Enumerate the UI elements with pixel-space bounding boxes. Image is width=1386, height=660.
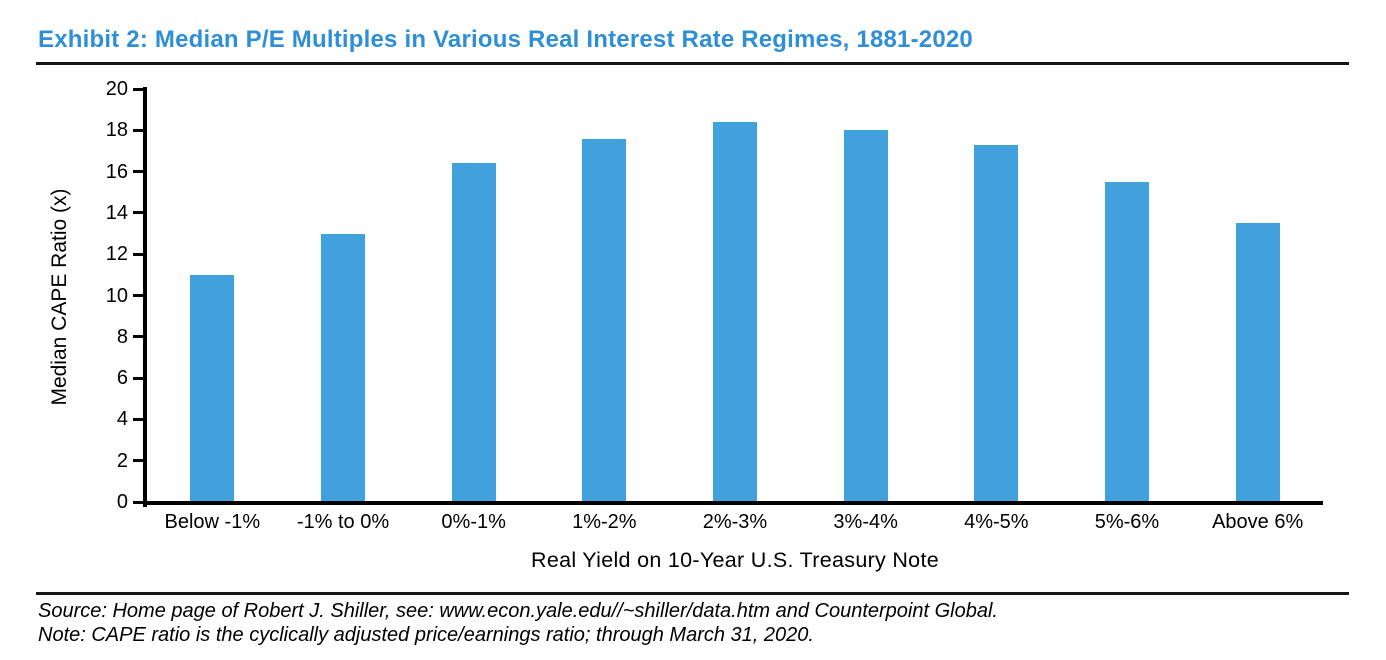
y-tick-mark (133, 335, 144, 339)
x-tick-label: 1%-2% (572, 511, 637, 533)
source-note: Source: Home page of Robert J. Shiller, … (38, 600, 998, 622)
bar-Below -1% (190, 274, 235, 502)
x-axis-title: Real Yield on 10-Year U.S. Treasury Note (531, 548, 939, 572)
y-tick-mark (133, 376, 144, 380)
bar--1% to 0% (321, 233, 365, 502)
y-tick-mark (133, 211, 144, 215)
y-tick-label: 0 (116, 491, 128, 513)
x-tick-label: Below -1% (164, 511, 261, 533)
x-tick-label: 0%-1% (441, 511, 506, 533)
y-tick-mark (133, 417, 144, 421)
bar-0%-1% (451, 163, 496, 502)
y-tick-label: 12 (105, 243, 128, 266)
y-tick-label: 20 (105, 78, 128, 100)
x-tick-label: 3%-4% (833, 511, 898, 533)
bar-5%-6% (1105, 181, 1149, 502)
y-tick-label: 8 (116, 325, 128, 348)
y-tick-label: 4 (116, 408, 128, 431)
chart-title: Exhibit 2: Median P/E Multiples in Vario… (38, 26, 973, 53)
x-tick-label: Above 6% (1212, 511, 1304, 533)
x-tick-label: 2%-3% (702, 511, 768, 533)
cape-note: Note: CAPE ratio is the cyclically adjus… (38, 624, 814, 646)
y-tick-label: 2 (116, 449, 128, 472)
y-axis-title: Median CAPE Ratio (x) (48, 188, 71, 406)
bar-4%-5% (974, 144, 1019, 502)
y-tick-mark (133, 170, 144, 174)
footer-divider-line (36, 592, 1349, 595)
y-tick-mark (133, 128, 144, 132)
x-tick-label: 5%-6% (1094, 511, 1160, 533)
bar-3%-4% (843, 130, 888, 502)
x-tick-label: -1% to 0% (296, 511, 390, 533)
y-tick-label: 10 (105, 284, 128, 307)
x-tick-label: 4%-5% (964, 511, 1029, 533)
bar-Above 6% (1235, 223, 1280, 502)
y-tick-label: 14 (105, 201, 128, 224)
title-divider-line (36, 62, 1349, 65)
y-tick-label: 16 (105, 160, 128, 183)
y-axis-line (143, 87, 147, 507)
bar-1%-2% (582, 138, 627, 502)
y-tick-mark (133, 459, 144, 463)
y-tick-label: 6 (116, 367, 128, 390)
y-tick-mark (133, 87, 144, 91)
y-tick-label: 18 (105, 119, 128, 142)
y-tick-mark (133, 294, 144, 297)
y-tick-mark (133, 500, 144, 504)
bar-2%-3% (713, 122, 757, 502)
x-axis-line (143, 501, 1323, 505)
y-tick-mark (133, 252, 144, 256)
